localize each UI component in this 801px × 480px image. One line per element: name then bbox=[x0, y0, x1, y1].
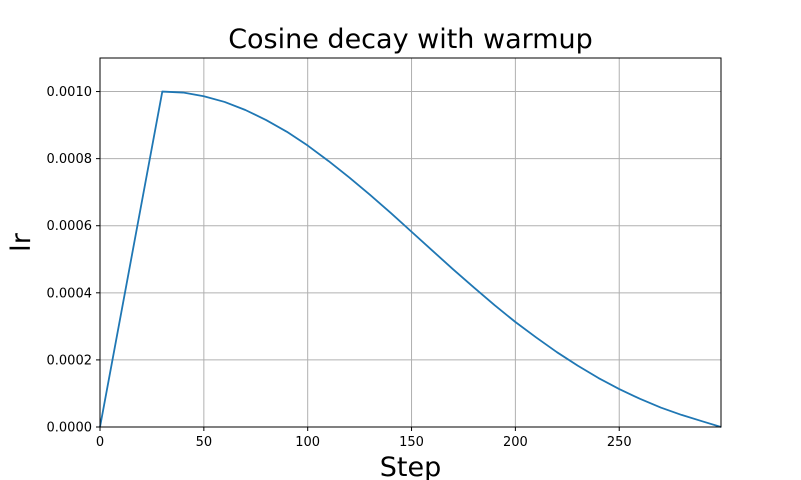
y-tick-label: 0.0010 bbox=[47, 85, 93, 100]
y-tick-label: 0.0004 bbox=[47, 286, 93, 301]
lr-series-line bbox=[99, 90, 722, 428]
x-tick-label: 250 bbox=[607, 435, 632, 450]
y-tick-label: 0.0008 bbox=[47, 152, 93, 167]
y-tick-label: 0.0006 bbox=[47, 219, 93, 234]
x-axis: 0 50 100 150 200 250 bbox=[96, 427, 632, 450]
x-axis-label: Step bbox=[380, 452, 441, 480]
y-tick-label: 0.0000 bbox=[47, 421, 93, 436]
y-axis: 0.0000 0.0002 0.0004 0.0006 0.0008 0.0010 bbox=[47, 85, 100, 436]
x-tick-label: 100 bbox=[295, 435, 320, 450]
x-tick-label: 0 bbox=[96, 435, 104, 450]
y-tick-label: 0.0002 bbox=[47, 353, 93, 368]
y-axis-label: lr bbox=[6, 232, 37, 252]
x-tick-label: 200 bbox=[503, 435, 528, 450]
plot-frame bbox=[99, 57, 722, 428]
chart-title: Cosine decay with warmup bbox=[228, 24, 593, 55]
series-layer bbox=[99, 90, 722, 428]
x-tick-label: 50 bbox=[196, 435, 213, 450]
x-tick-label: 150 bbox=[399, 435, 424, 450]
